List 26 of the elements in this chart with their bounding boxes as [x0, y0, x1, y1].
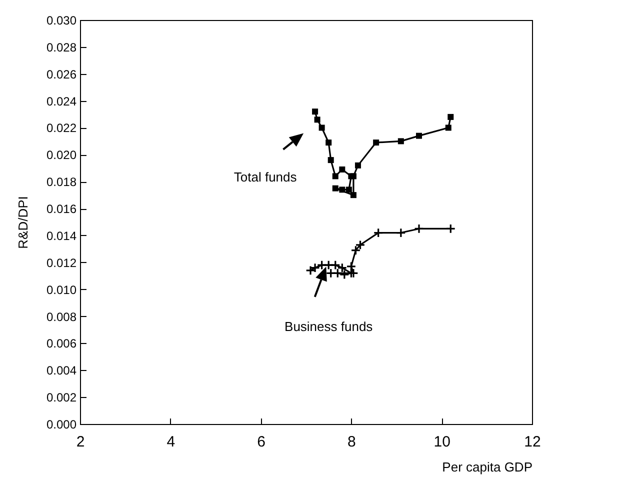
y-tick-label: 0.026: [46, 67, 77, 82]
y-tick-label: 0.020: [46, 148, 77, 162]
y-tick-label: 0.014: [46, 228, 77, 243]
y-tick-label: 0.018: [46, 175, 77, 190]
x-tick-label: 12: [524, 434, 541, 450]
y-tick-label: 0.022: [46, 121, 77, 136]
y-tick-label: 0.010: [46, 282, 77, 297]
y-tick-label: 0.000: [46, 418, 77, 432]
y-tick-label: 0.024: [46, 94, 77, 108]
y-tick-label: 0.002: [46, 390, 77, 405]
annotation: Business funds: [284, 319, 374, 334]
y-tick-label: 0.012: [46, 256, 77, 270]
x-tick-label: 2: [76, 434, 85, 450]
y-tick-label: 0.016: [46, 202, 77, 216]
x-axis-title: Per capita GDP: [442, 460, 532, 474]
y-tick-label: 0.004: [46, 364, 77, 378]
x-tick-label: 10: [434, 434, 450, 450]
y-axis-title: R&D/DPI: [15, 196, 30, 249]
y-tick-label: 0.030: [46, 14, 77, 28]
y-tick-label: 0.006: [46, 336, 77, 351]
y-tick-label: 0.028: [46, 40, 77, 54]
annotation: Total funds: [234, 170, 298, 185]
x-tick-label: 8: [348, 434, 356, 450]
y-tick-label: 0.008: [46, 310, 77, 324]
x-tick-label: 4: [166, 434, 176, 450]
x-tick-label: 6: [257, 434, 266, 450]
